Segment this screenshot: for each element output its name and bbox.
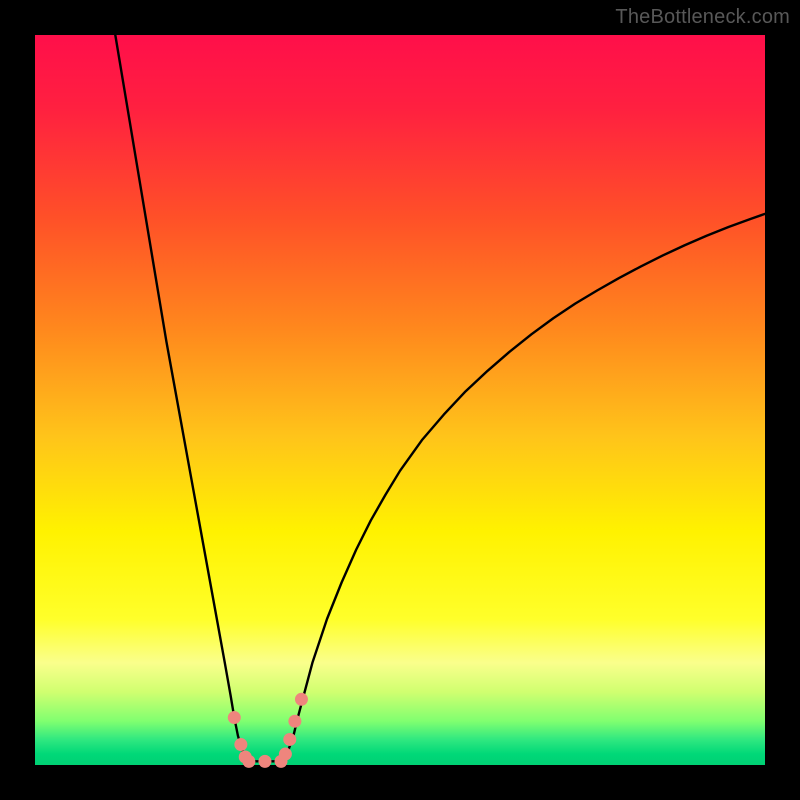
curve-marker <box>295 693 308 706</box>
curve-marker <box>283 733 296 746</box>
watermark-text: TheBottleneck.com <box>615 6 790 29</box>
curve-marker <box>242 755 255 768</box>
chart-gradient-background <box>35 35 765 765</box>
curve-marker <box>234 738 247 751</box>
curve-marker <box>228 711 241 724</box>
bottleneck-curve-chart <box>0 0 800 800</box>
curve-marker <box>279 748 292 761</box>
curve-marker <box>258 755 271 768</box>
curve-marker <box>288 715 301 728</box>
